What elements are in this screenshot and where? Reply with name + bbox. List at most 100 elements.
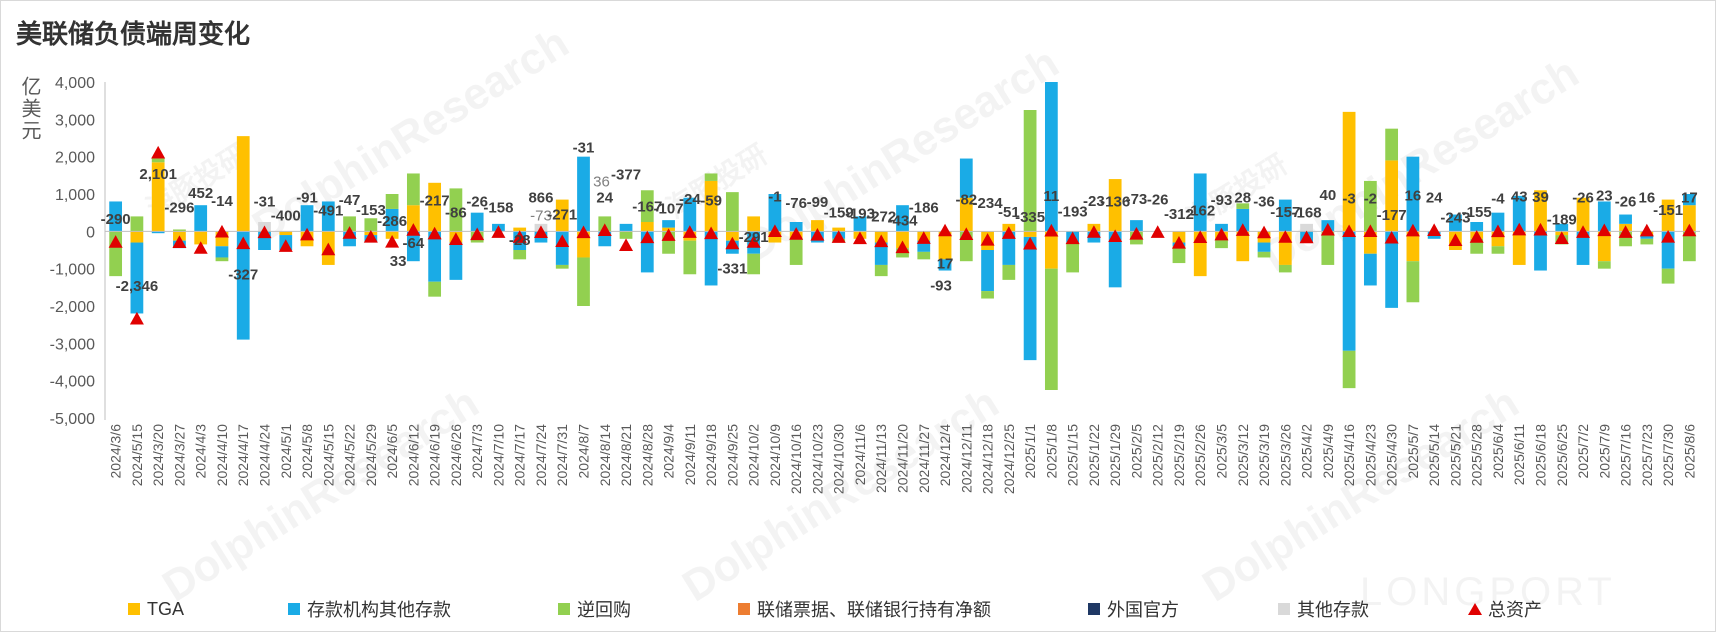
- total-assets-marker: [193, 241, 208, 254]
- bar-rrp: [619, 231, 633, 239]
- x-tick-label: 2025/4/16: [1341, 424, 1357, 486]
- bar-deposits: [385, 208, 399, 232]
- bar-tga: [811, 220, 824, 232]
- x-tick-label: 2025/4/9: [1320, 424, 1336, 479]
- x-tick-label: 2025/7/23: [1639, 424, 1655, 486]
- data-label: -59: [700, 193, 722, 210]
- total-assets-marker: [959, 227, 974, 240]
- bar-rrp: [981, 291, 994, 299]
- bar-tga: [725, 231, 739, 241]
- legend-label: 存款机构其他存款: [307, 600, 451, 620]
- bar-deposits: [236, 231, 250, 340]
- bar-rrp: [364, 218, 378, 232]
- bar-deposits: [789, 222, 803, 232]
- x-tick-label: 2025/7/30: [1660, 424, 1676, 486]
- data-label: -167: [632, 199, 662, 216]
- total-assets-marker: [597, 223, 612, 237]
- data-label: -23: [1083, 193, 1105, 210]
- x-tick-label: 2025/4/2: [1299, 424, 1315, 479]
- x-tick-label: 2025/3/5: [1214, 424, 1230, 479]
- total-assets-marker: [831, 230, 846, 243]
- total-assets-marker: [172, 235, 187, 248]
- total-assets-marker: [406, 223, 421, 236]
- bar-deposits: [1555, 223, 1569, 232]
- bar-rrp: [789, 238, 803, 265]
- x-tick-label: 2024/7/17: [512, 424, 528, 486]
- bar-rrp: [640, 190, 654, 222]
- bar-tga: [1342, 111, 1356, 232]
- total-assets-marker: [1490, 224, 1505, 238]
- bar-deposits: [874, 242, 888, 265]
- x-tick-label: 2025/4/23: [1362, 424, 1378, 486]
- total-assets-marker: [1299, 230, 1314, 244]
- bar-rrp: [1023, 110, 1037, 232]
- x-tick-label: 2024/3/27: [171, 424, 187, 486]
- bar-deposits: [1619, 214, 1632, 224]
- data-label: -47: [339, 192, 361, 209]
- x-tick-label: 2024/4/3: [193, 424, 209, 479]
- total-assets-marker: [512, 230, 527, 243]
- bar-tga: [513, 227, 527, 232]
- data-label: -331: [717, 261, 747, 278]
- bar-deposits: [1449, 214, 1462, 232]
- legend-label: 联储票据、联储银行持有净额: [757, 600, 991, 620]
- total-assets-marker: [789, 227, 804, 240]
- bar-tga: [959, 197, 973, 232]
- data-label: -36: [1253, 194, 1275, 211]
- total-assets-marker: [342, 226, 357, 239]
- x-tick-label: 2024/6/5: [384, 424, 400, 479]
- bar-deposits: [194, 205, 208, 232]
- bar-rrp: [577, 257, 590, 306]
- data-label: -327: [228, 267, 258, 284]
- data-label: -14: [211, 193, 233, 210]
- total-assets-marker: [1682, 223, 1697, 237]
- data-label: -73: [530, 207, 552, 224]
- bar-deposits: [1215, 223, 1228, 232]
- x-tick-label: 2024/3/20: [150, 424, 166, 486]
- x-tick-label: 2024/4/24: [257, 424, 273, 486]
- x-tick-label: 2024/11/6: [852, 424, 868, 485]
- x-tick-label: 2024/10/9: [767, 424, 783, 486]
- x-tick-label: 2024/8/7: [576, 424, 592, 479]
- total-assets-marker: [1257, 225, 1272, 239]
- total-assets-marker: [470, 227, 485, 241]
- data-label: -24: [679, 191, 701, 208]
- bar-tga: [1406, 231, 1420, 262]
- x-tick-label: 2024/5/29: [363, 424, 379, 486]
- y-tick-label: -3,000: [50, 336, 95, 353]
- bar-deposits: [1278, 199, 1292, 232]
- x-tick-label: 2024/6/12: [405, 424, 421, 486]
- legend-label: TGA: [147, 598, 185, 619]
- total-assets-marker: [619, 238, 634, 252]
- data-label: 36: [593, 173, 610, 190]
- x-tick-label: 2025/8/6: [1681, 424, 1697, 479]
- x-tick-label: 2024/12/18: [980, 424, 996, 494]
- bar-deposits: [1470, 222, 1484, 232]
- bar-rrp: [1385, 128, 1399, 161]
- total-assets-marker: [980, 233, 995, 246]
- y-tick-label: 2,000: [55, 150, 95, 167]
- data-label: -107: [654, 200, 684, 217]
- total-assets-marker: [1171, 235, 1186, 249]
- data-label: -272: [866, 208, 896, 225]
- bar-tga: [130, 231, 144, 243]
- bar-rrp: [1002, 264, 1016, 280]
- total-assets-marker: [1554, 231, 1569, 244]
- legend-item-tga: TGA: [128, 599, 288, 620]
- x-tick-label: 2024/8/14: [597, 424, 613, 486]
- data-label: 28: [1234, 189, 1251, 206]
- data-label: 24: [1426, 189, 1443, 206]
- x-tick-label: 2025/6/25: [1554, 424, 1570, 486]
- data-label: -290: [101, 211, 131, 228]
- x-tick-label: 2024/9/4: [661, 424, 677, 479]
- bar-rrp: [1363, 180, 1377, 232]
- y-tick-label: -1,000: [50, 262, 95, 279]
- data-label: -243: [1440, 209, 1470, 226]
- data-label: -286: [377, 213, 407, 230]
- data-label: -155: [1462, 204, 1492, 221]
- bar-tga: [236, 136, 250, 232]
- bar-rrp: [683, 240, 697, 275]
- legend-item-foreign: 外国官方: [1088, 596, 1278, 622]
- data-label: 16: [1638, 190, 1655, 207]
- bar-deposits: [1363, 253, 1377, 286]
